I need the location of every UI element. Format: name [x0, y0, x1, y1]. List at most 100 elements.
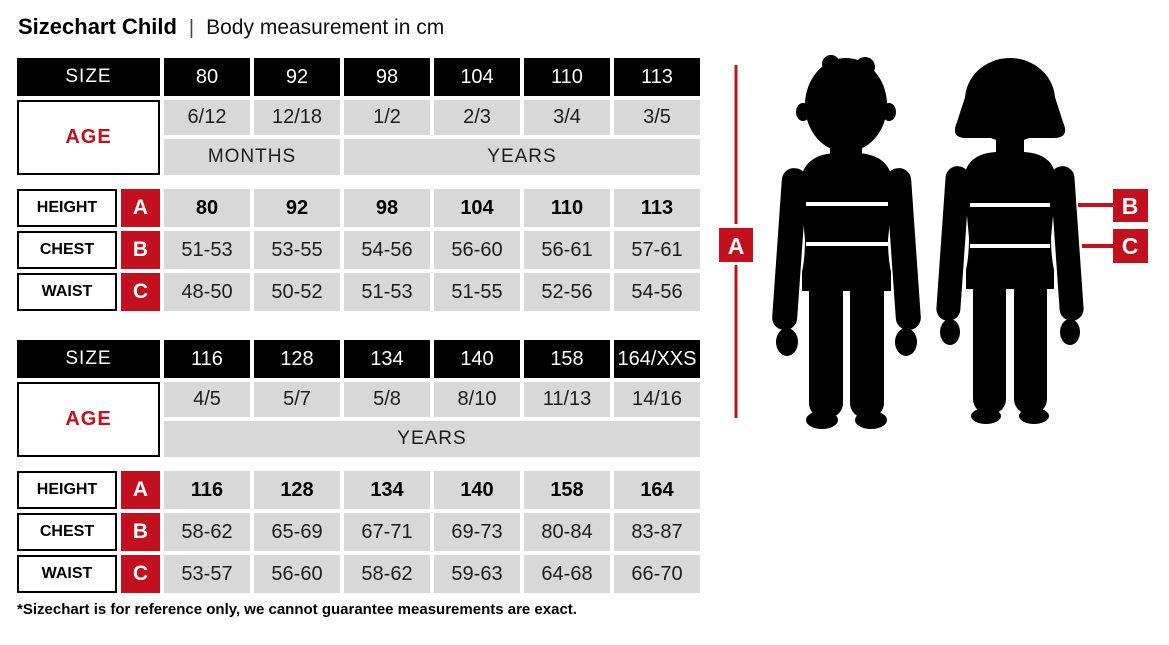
waist-indicator-line: C [1082, 229, 1148, 263]
boy-chest-line [806, 202, 888, 206]
page-title: Sizechart Child | Body measurement in cm [18, 14, 444, 40]
age-unit-months-cell: MONTHS [164, 139, 340, 175]
age-value-cell: 5/8 [344, 382, 430, 417]
marker-b-letter: B [1122, 193, 1139, 219]
girl-silhouette [936, 58, 1084, 424]
footnote: *Sizechart is for reference only, we can… [17, 601, 577, 618]
age-value-cell: 3/5 [614, 100, 700, 135]
height-value-cell: 164 [614, 471, 700, 509]
chest-value-cell: 69-73 [434, 513, 520, 551]
waist-value-cell: 51-53 [344, 273, 430, 311]
chest-value-cell: 65-69 [254, 513, 340, 551]
marker-a-box: A [719, 228, 753, 262]
size-value-cell: 128 [254, 340, 340, 378]
marker-b-badge: B [121, 231, 160, 269]
title-separator: | [188, 17, 195, 39]
waist-value-cell: 53-57 [164, 555, 250, 593]
age-value-cell: 14/16 [614, 382, 700, 417]
height-value-cell: 104 [434, 189, 520, 227]
height-value-cell: 128 [254, 471, 340, 509]
size-header-label: SIZE [17, 58, 160, 96]
size-value-cell: 140 [434, 340, 520, 378]
title-main: Sizechart Child [18, 14, 177, 39]
height-value-cell: 98 [344, 189, 430, 227]
chest-label: CHEST [17, 231, 117, 269]
size-table-upper: SIZE 80 92 98 104 110 113 AGE 6/12 12/18… [17, 58, 700, 311]
age-header-label: AGE [17, 382, 160, 457]
girl-chest-line [970, 203, 1050, 207]
height-value-cell: 80 [164, 189, 250, 227]
age-unit-years-cell: YEARS [164, 421, 700, 457]
size-header-label: SIZE [17, 340, 160, 378]
waist-value-cell: 51-55 [434, 273, 520, 311]
marker-c-badge: C [121, 555, 160, 593]
title-subtitle: Body measurement in cm [206, 16, 445, 39]
size-value-cell: 116 [164, 340, 250, 378]
waist-value-cell: 48-50 [164, 273, 250, 311]
height-value-cell: 134 [344, 471, 430, 509]
height-value-cell: 158 [524, 471, 610, 509]
marker-b-box [1113, 189, 1148, 222]
chest-value-cell: 51-53 [164, 231, 250, 269]
marker-a-badge: A [121, 189, 160, 227]
age-value-cell: 5/7 [254, 382, 340, 417]
waist-value-cell: 50-52 [254, 273, 340, 311]
size-value-cell: 158 [524, 340, 610, 378]
height-row-label: HEIGHT A [17, 471, 160, 509]
waist-label: WAIST [17, 273, 117, 311]
waist-value-cell: 59-63 [434, 555, 520, 593]
chest-value-cell: 56-61 [524, 231, 610, 269]
chest-value-cell: 56-60 [434, 231, 520, 269]
chest-label: CHEST [17, 513, 117, 551]
size-value-cell: 110 [524, 58, 610, 96]
marker-c-letter: C [1122, 233, 1139, 259]
marker-c-box [1113, 229, 1148, 263]
size-value-cell: 134 [344, 340, 430, 378]
height-label: HEIGHT [17, 189, 117, 227]
height-value-cell: 116 [164, 471, 250, 509]
size-value-cell: 104 [434, 58, 520, 96]
age-value-cell: 2/3 [434, 100, 520, 135]
chest-row-label: CHEST B [17, 231, 160, 269]
chest-row-label: CHEST B [17, 513, 160, 551]
size-value-cell: 113 [614, 58, 700, 96]
chest-value-cell: 80-84 [524, 513, 610, 551]
chest-value-cell: 67-71 [344, 513, 430, 551]
size-value-cell: 92 [254, 58, 340, 96]
chest-value-cell: 53-55 [254, 231, 340, 269]
waist-value-cell: 58-62 [344, 555, 430, 593]
waist-label: WAIST [17, 555, 117, 593]
size-table-lower: SIZE 116 128 134 140 158 164/XXS AGE 4/5… [17, 340, 700, 593]
age-value-cell: 11/13 [524, 382, 610, 417]
age-value-cell: 4/5 [164, 382, 250, 417]
measurement-figure: A [719, 55, 1148, 429]
age-value-cell: 6/12 [164, 100, 250, 135]
size-value-cell: 98 [344, 58, 430, 96]
marker-c-badge: C [121, 273, 160, 311]
height-value-cell: 110 [524, 189, 610, 227]
boy-waist-line [806, 242, 888, 246]
waist-value-cell: 52-56 [524, 273, 610, 311]
marker-b-badge: B [121, 513, 160, 551]
chest-value-cell: 54-56 [344, 231, 430, 269]
height-row-label: HEIGHT A [17, 189, 160, 227]
waist-value-cell: 64-68 [524, 555, 610, 593]
waist-row-label: WAIST C [17, 555, 160, 593]
height-value-cell: 113 [614, 189, 700, 227]
age-unit-years-cell: YEARS [344, 139, 700, 175]
waist-row-label: WAIST C [17, 273, 160, 311]
waist-value-cell: 54-56 [614, 273, 700, 311]
waist-value-cell: 56-60 [254, 555, 340, 593]
boy-silhouette [772, 55, 921, 429]
chest-value-cell: 57-61 [614, 231, 700, 269]
height-value-cell: 140 [434, 471, 520, 509]
marker-a-badge: A [121, 471, 160, 509]
age-value-cell: 1/2 [344, 100, 430, 135]
girl-waist-line [970, 244, 1050, 248]
chest-value-cell: 58-62 [164, 513, 250, 551]
age-value-cell: 3/4 [524, 100, 610, 135]
chest-value-cell: 83-87 [614, 513, 700, 551]
waist-value-cell: 66-70 [614, 555, 700, 593]
size-value-cell: 80 [164, 58, 250, 96]
